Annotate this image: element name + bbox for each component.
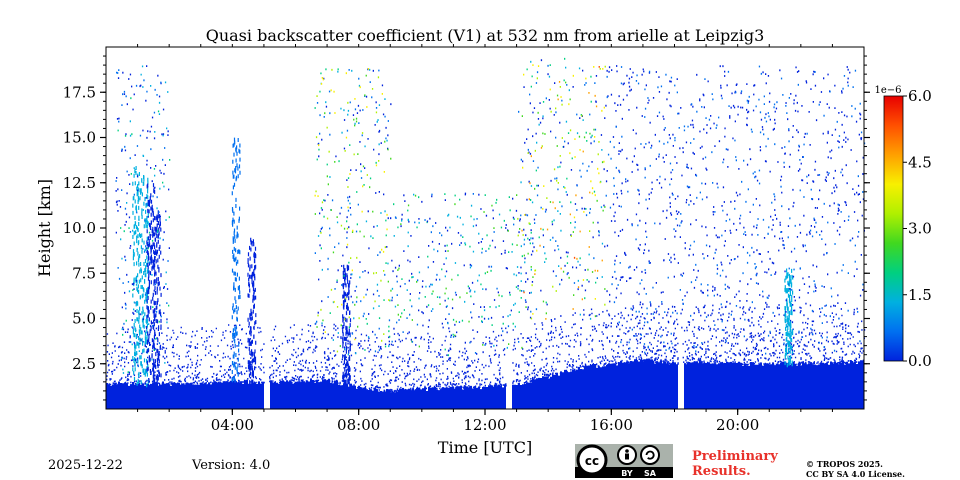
heatmap-cells <box>106 57 866 409</box>
colorbar-exponent: 1e−6 <box>874 85 901 96</box>
copyright-note: © TROPOS 2025. CC BY SA 4.0 License. <box>806 459 905 479</box>
badge-by-text: BY <box>621 469 633 478</box>
column-feature-5 <box>247 237 257 385</box>
colorbar-tick-label: 3.0 <box>908 220 932 238</box>
y-axis-label: Height [km] <box>35 179 54 277</box>
column-feature-6 <box>342 264 352 388</box>
y-tick-label: 15.0 <box>63 129 96 147</box>
column-feature-0 <box>132 166 141 386</box>
y-tick-label: 7.5 <box>72 264 96 282</box>
sa-icon <box>640 445 660 465</box>
colorbar-ticks: 0.0 1.5 3.0 4.5 6.0 <box>903 87 932 370</box>
plot-background <box>106 47 864 409</box>
copyright-line-2: CC BY SA 4.0 License. <box>806 469 905 479</box>
y-tick-label: 12.5 <box>63 174 96 192</box>
heatmap-plot-area <box>105 46 866 410</box>
scatter-region-1-bin-3 <box>391 193 534 349</box>
y-tick-label: 17.5 <box>63 83 96 101</box>
copyright-line-1: © TROPOS 2025. <box>806 459 883 469</box>
badge-sa-text: SA <box>644 469 657 478</box>
x-tick-label: 08:00 <box>337 416 380 434</box>
x-axis-label: Time [UTC] <box>438 438 532 457</box>
boundary-layer-signal <box>106 358 864 409</box>
x-tick-label: 20:00 <box>716 416 759 434</box>
x-tick-label: 16:00 <box>590 416 633 434</box>
x-axis: 04:00 08:00 12:00 16:00 20:00 <box>137 44 833 434</box>
near-surface-noise <box>106 303 866 393</box>
column-feature-3 <box>152 210 162 388</box>
y-tick-label: 5.0 <box>72 310 96 328</box>
column-feature-1 <box>140 175 149 388</box>
colorbar: 1e−6 0.0 1.5 3.0 4.5 6.0 <box>874 85 931 370</box>
y-axis: 2.5 5.0 7.5 10.0 12.5 15.0 17.5 <box>63 55 870 401</box>
scatter-region-2-bin-2 <box>518 64 598 313</box>
preliminary-line-2: Results. <box>692 464 751 479</box>
column-feature-4 <box>231 137 241 383</box>
scatter-region-1-bin-4 <box>391 193 529 354</box>
cc-license-badge: cc BY SA <box>575 444 673 478</box>
svg-text:cc: cc <box>585 454 599 468</box>
colorbar-tick-label: 4.5 <box>908 153 932 171</box>
chart-title: Quasi backscatter coefficient (V1) at 53… <box>206 26 765 45</box>
colorbar-tick-label: 6.0 <box>908 87 932 105</box>
scatter-region-0-bin-3 <box>314 74 392 347</box>
y-tick-label: 2.5 <box>72 355 96 373</box>
version-label: Version: 4.0 <box>192 458 271 473</box>
date-label: 2025-12-22 <box>48 458 123 473</box>
y-tick-label: 10.0 <box>63 219 96 237</box>
preliminary-line-1: Preliminary <box>692 449 778 464</box>
cc-icon <box>576 444 608 476</box>
scatter-region-4-bin-0 <box>605 65 866 357</box>
colorbar-tick-label: 0.0 <box>908 352 932 370</box>
preliminary-results-note: Preliminary Results. <box>692 449 778 479</box>
colorbar-tick-label: 1.5 <box>908 286 932 304</box>
x-tick-label: 04:00 <box>211 416 254 434</box>
colorbar-gradient <box>883 95 904 362</box>
x-tick-label: 12:00 <box>463 416 506 434</box>
column-feature-7 <box>784 268 794 368</box>
